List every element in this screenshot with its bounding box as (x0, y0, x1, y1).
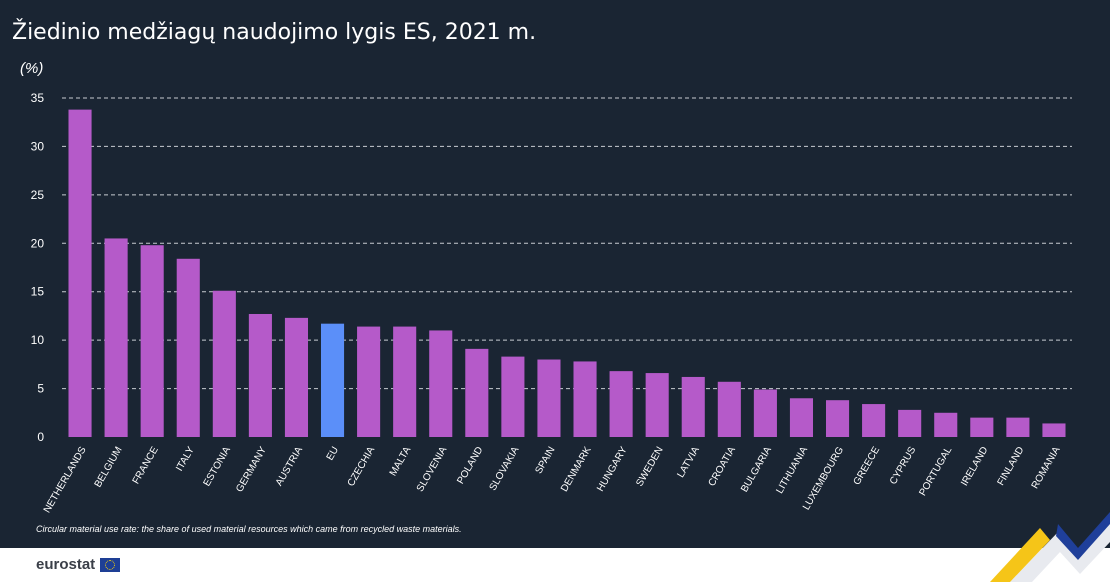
y-tick-label: 10 (31, 333, 45, 347)
x-tick-label: CYPRUS (888, 445, 919, 487)
y-axis-ticks: 0 5 10 15 20 25 30 35 (31, 91, 45, 444)
footnote: Circular material use rate: the share of… (36, 524, 462, 534)
x-tick-label: BULGARIA (739, 445, 774, 495)
x-tick-label: FINLAND (996, 445, 1027, 488)
x-tick-label: LUXEMBOURG (801, 445, 846, 512)
bar-ireland (970, 417, 994, 437)
bar-luxembourg (825, 400, 850, 437)
x-tick-label: MALTA (388, 445, 414, 478)
bar-lithuania (789, 398, 814, 437)
bar-latvia (681, 376, 705, 437)
x-tick-label: ITALY (174, 445, 197, 474)
x-axis-labels: NETHERLANDS BELGIUM FRANCE ITALY ESTONIA GERM… (42, 445, 1063, 515)
y-tick-label: 5 (37, 382, 44, 396)
bar-romania (1042, 423, 1066, 437)
eu-flag-icon (100, 557, 121, 572)
bars (68, 109, 1066, 437)
bar-croatia (717, 381, 741, 437)
y-tick-label: 15 (31, 285, 45, 299)
x-tick-label: LITHUANIA (774, 445, 810, 496)
chart-panel: Žiedinio medžiagų naudojimo lygis ES, 20… (0, 0, 1110, 548)
x-tick-label: BELGIUM (93, 445, 125, 489)
bar-denmark (573, 361, 597, 437)
bar-sweden (645, 373, 669, 437)
eurostat-logo: eurostat (36, 556, 121, 573)
bar-finland (1006, 417, 1030, 437)
bar-chart: 0 5 10 15 20 25 30 35 NETHERLANDS BELGIUM FRANCE I… (31, 91, 1072, 515)
x-tick-label: EU (325, 445, 341, 463)
bar-hungary (609, 371, 633, 437)
chart-title: Žiedinio medžiagų naudojimo lygis ES, 20… (12, 20, 537, 45)
y-tick-label: 35 (31, 91, 45, 105)
bar-greece (862, 404, 886, 437)
x-tick-label: DENMARK (559, 445, 594, 494)
bar-slovakia (501, 356, 525, 437)
x-tick-label: FRANCE (131, 445, 161, 486)
y-tick-label: 0 (37, 430, 44, 444)
bar-slovenia (429, 330, 453, 437)
x-tick-label: NETHERLANDS (42, 445, 89, 515)
bar-malta (393, 326, 417, 437)
x-tick-label: CROATIA (707, 445, 739, 489)
x-tick-label: CZECHIA (346, 445, 378, 489)
x-tick-label: HUNGARY (595, 445, 630, 494)
bar-portugal (934, 412, 958, 437)
bar-netherlands (68, 109, 92, 437)
bar-spain (537, 359, 561, 437)
bar-czechia (357, 326, 381, 437)
y-tick-label: 30 (31, 139, 45, 153)
bar-italy (176, 258, 200, 437)
bar-germany (248, 313, 272, 437)
x-tick-label: SLOVENIA (415, 445, 450, 494)
eurostat-swoosh-decoration (990, 512, 1110, 582)
bar-poland (465, 348, 489, 437)
bar-bulgaria (753, 389, 777, 437)
bar-belgium (104, 238, 128, 437)
x-tick-label: SLOVAKIA (488, 445, 522, 493)
x-tick-label: AUSTRIA (274, 445, 305, 488)
x-tick-label: POLAND (455, 445, 485, 486)
y-tick-label: 25 (31, 188, 45, 202)
y-axis-unit-label: (%) (20, 60, 44, 77)
bar-france (140, 245, 164, 437)
x-tick-label: SPAIN (533, 445, 557, 476)
x-tick-label: ROMANIA (1030, 445, 1063, 491)
y-tick-label: 20 (31, 236, 45, 250)
x-tick-label: IRELAND (959, 445, 990, 488)
bar-austria (284, 317, 309, 437)
bar-estonia (212, 290, 236, 437)
bar-eu (320, 323, 345, 437)
brand-name: eurostat (36, 556, 96, 573)
x-tick-label: LATVIA (675, 445, 702, 480)
x-tick-label: ESTONIA (202, 445, 234, 489)
bar-cyprus (898, 409, 922, 437)
x-tick-label: GREECE (852, 445, 883, 487)
gridlines (62, 97, 1072, 390)
x-tick-label: GERMANY (234, 445, 269, 495)
x-tick-label: SWEDEN (634, 445, 665, 489)
x-tick-label: PORTUGAL (917, 445, 954, 498)
